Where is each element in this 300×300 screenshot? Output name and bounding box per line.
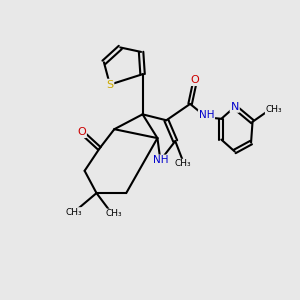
Text: NH: NH	[153, 155, 168, 165]
Text: O: O	[190, 75, 199, 85]
Text: CH₃: CH₃	[65, 208, 82, 217]
Text: CH₃: CH₃	[266, 105, 282, 114]
Text: CH₃: CH₃	[105, 209, 122, 218]
Text: CH₃: CH₃	[174, 160, 191, 169]
Text: S: S	[106, 80, 113, 90]
Text: O: O	[77, 127, 86, 137]
Text: NH: NH	[199, 110, 214, 120]
Text: N: N	[230, 102, 239, 112]
